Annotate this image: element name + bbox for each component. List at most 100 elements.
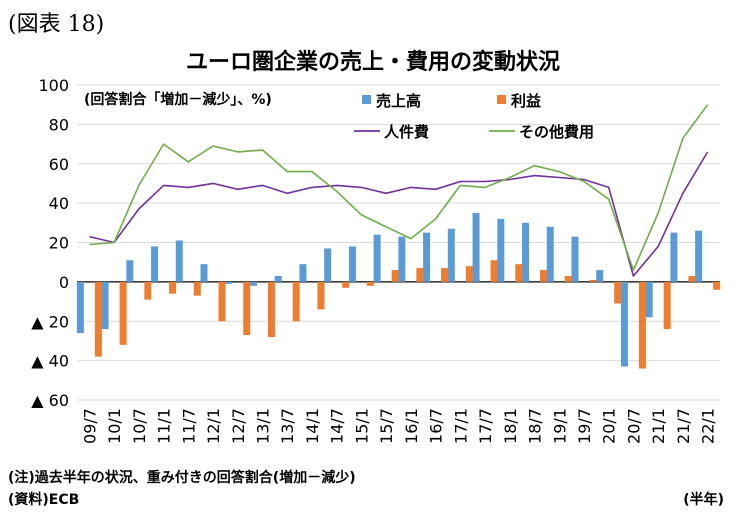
x-tick-label: 21/1 [649, 408, 668, 444]
x-tick-label: 17/7 [476, 408, 495, 444]
legend-label: 利益 [511, 92, 541, 110]
bar-profit [416, 268, 424, 282]
bar-sales [324, 248, 332, 282]
x-tick-label: 10/1 [105, 408, 124, 444]
bar-profit [169, 281, 177, 294]
bar-profit [218, 281, 226, 322]
bar-profit [713, 281, 721, 290]
bar-sales [200, 264, 208, 282]
x-tick-label: 20/7 [624, 408, 643, 444]
bar-sales [175, 240, 183, 282]
y-tick-label: 0 [59, 273, 69, 292]
bar-sales [423, 232, 431, 282]
bar-profit [490, 260, 498, 282]
x-tick-label: 22/1 [699, 408, 718, 444]
bar-profit [663, 281, 671, 330]
x-tick-label: 19/1 [550, 408, 569, 444]
chart-title: ユーロ圏企業の売上・費用の変動状況 [185, 50, 560, 75]
bar-profit [391, 270, 399, 282]
bar-profit [119, 281, 127, 345]
bar-sales [645, 281, 653, 318]
x-tick-label: 13/1 [253, 408, 272, 444]
bar-profit [317, 281, 325, 310]
bar-sales [522, 222, 530, 282]
bar-sales [249, 281, 257, 286]
bars [76, 212, 721, 369]
bar-sales [546, 226, 554, 282]
bar-sales [225, 281, 233, 284]
y-tick-label: 20 [49, 234, 69, 253]
x-tick-label: 14/7 [328, 408, 347, 444]
bar-sales [398, 236, 406, 282]
y-tick-label: ▲ 20 [31, 312, 69, 331]
bar-sales [695, 230, 703, 282]
x-tick-label: 16/1 [402, 408, 421, 444]
bar-profit [589, 279, 597, 282]
x-tick-label: 11/7 [179, 408, 198, 444]
bar-profit [638, 281, 646, 369]
bar-profit [193, 281, 201, 296]
y-tick-label: 80 [49, 115, 69, 134]
bar-sales [274, 275, 282, 282]
x-tick-label: 14/1 [303, 408, 322, 444]
figure-label: (図表 18) [8, 12, 105, 37]
bar-profit [564, 275, 572, 282]
bar-sales [101, 281, 109, 330]
bar-profit [144, 281, 152, 300]
bar-sales [620, 281, 628, 367]
x-tick-label: 17/1 [451, 408, 470, 444]
footnote-note: (注)過去半年の状況、重み付きの回答割合(増加－減少) [8, 470, 356, 486]
bar-sales [348, 246, 356, 282]
legend-swatch [497, 95, 506, 104]
line-labor-cost [89, 151, 709, 277]
bar-profit [267, 281, 275, 337]
legend-label: その他費用 [519, 123, 594, 141]
legend-label: 人件費 [384, 123, 429, 141]
x-tick-label: 15/7 [377, 408, 396, 444]
bar-profit [688, 275, 696, 282]
x-axis-unit: (半年) [683, 492, 724, 508]
bar-profit [515, 264, 523, 282]
x-tick-label: 16/7 [427, 408, 446, 444]
bar-sales [670, 232, 678, 282]
y-tick-label: 40 [49, 194, 69, 213]
legend-swatch [362, 95, 371, 104]
bar-profit [441, 268, 449, 282]
x-tick-label: 11/1 [155, 408, 174, 444]
y-axis-labels: 100 80 60 40 20 0 ▲ 20 ▲ 40 ▲ 60 [31, 76, 69, 410]
x-tick-label: 15/1 [352, 408, 371, 444]
bar-sales [472, 212, 480, 282]
bar-sales [126, 260, 134, 282]
x-tick-label: 21/7 [674, 408, 693, 444]
x-tick-label: 10/7 [130, 408, 149, 444]
x-axis-labels: 09/7 10/1 10/7 11/1 11/7 12/1 12/7 13/1 13/7 14/1… [80, 408, 717, 444]
bar-profit [366, 281, 374, 286]
x-tick-label: 09/7 [80, 408, 99, 444]
lines [89, 104, 709, 277]
bar-sales [447, 228, 455, 282]
bar-profit [465, 266, 473, 282]
y-tick-label: 60 [49, 155, 69, 174]
bar-profit [342, 281, 350, 288]
bar-sales [497, 218, 505, 282]
bar-profit [292, 281, 300, 322]
bar-profit [540, 270, 548, 282]
bar-sales [151, 246, 159, 282]
x-tick-label: 12/1 [204, 408, 223, 444]
bar-profit [94, 281, 102, 357]
bar-sales [596, 270, 604, 282]
bar-profit [614, 281, 622, 304]
x-tick-label: 19/7 [575, 408, 594, 444]
bar-sales [299, 264, 307, 282]
line-other-cost [89, 104, 709, 271]
x-tick-label: 13/7 [278, 408, 297, 444]
x-tick-label: 18/1 [501, 408, 520, 444]
x-tick-label: 20/1 [600, 408, 619, 444]
x-tick-label: 12/7 [229, 408, 248, 444]
y-tick-label: ▲ 40 [31, 352, 69, 371]
bar-sales [76, 281, 84, 334]
x-tick-label: 18/7 [526, 408, 545, 444]
chart-annotation: (回答割合「増加－減少」、%) [84, 91, 272, 108]
